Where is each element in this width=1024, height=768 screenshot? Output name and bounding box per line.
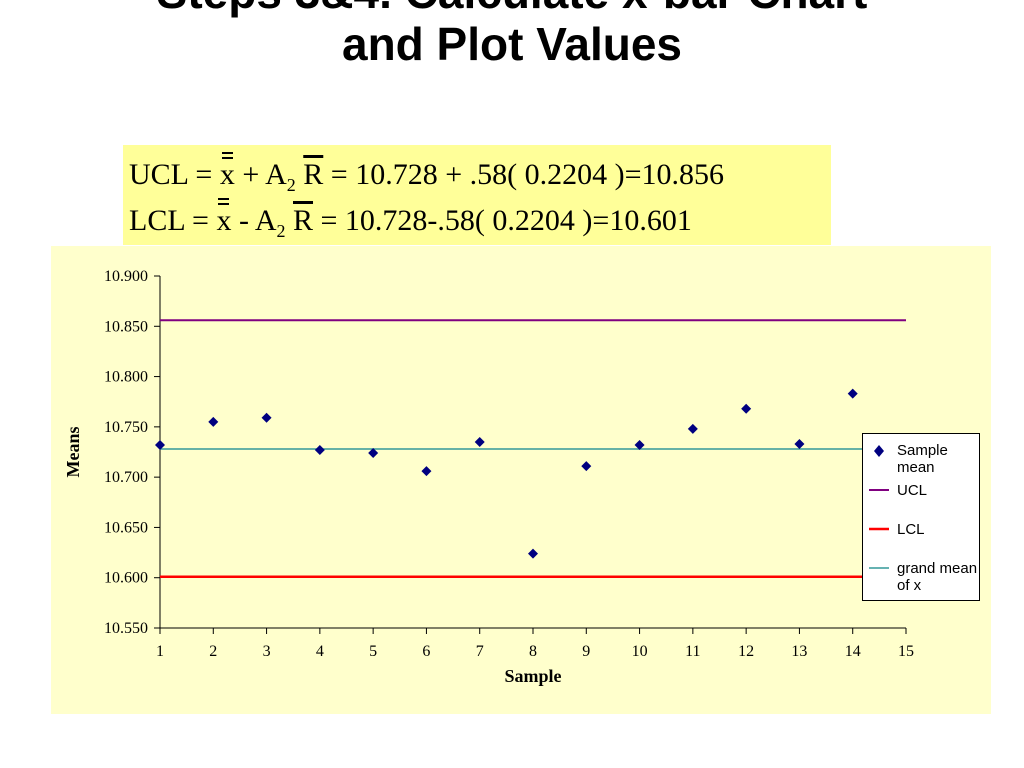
ucl-formula-rhs: = 10.728 + .58( 0.2204 )=10.856 bbox=[330, 158, 725, 191]
x-axis-title: Sample bbox=[504, 666, 561, 686]
control-limit-formulas: UCL = x + A2 R = 10.728 + .58( 0.2204 )=… bbox=[123, 145, 831, 245]
sample-mean-point bbox=[208, 416, 219, 427]
sample-mean-point bbox=[634, 439, 645, 450]
grand-mean-symbol: x bbox=[219, 152, 235, 191]
sample-mean-point bbox=[314, 444, 325, 455]
y-axis-title: Means bbox=[63, 427, 83, 478]
x-tick-label: 4 bbox=[316, 643, 324, 660]
y-tick-label: 10.900 bbox=[104, 268, 148, 285]
ucl-plus-sign: + bbox=[242, 158, 260, 191]
ucl-formula: UCL = x + A2 R = 10.728 + .58( 0.2204 )=… bbox=[129, 152, 725, 201]
lcl-formula-rhs: = 10.728-.58( 0.2204 )=10.601 bbox=[320, 204, 692, 237]
y-tick-label: 10.850 bbox=[104, 318, 148, 335]
slide-title: Steps 3&4. Calculate x-bar Chart and Plo… bbox=[0, 0, 1024, 70]
x-tick-label: 8 bbox=[529, 643, 537, 660]
a2-letter: A bbox=[254, 204, 277, 237]
sample-mean-point bbox=[581, 461, 592, 472]
sample-mean-point bbox=[794, 438, 805, 449]
title-line-1: Steps 3&4. Calculate x-bar Chart bbox=[0, 0, 1024, 18]
sample-mean-point bbox=[155, 439, 165, 450]
lcl-formula-lhs: LCL = bbox=[129, 204, 209, 237]
x-tick-label: 5 bbox=[369, 643, 377, 660]
sample-mean-point bbox=[474, 436, 485, 447]
a2-symbol: A2 bbox=[254, 204, 286, 242]
x-tick-label: 10 bbox=[632, 643, 648, 660]
sample-mean-point bbox=[421, 466, 432, 477]
ucl-line-swatch-icon bbox=[869, 489, 889, 491]
sample-mean-point bbox=[847, 388, 858, 399]
chart-plot-area: 10.550 10.600 10.650 10.700 10.750 10.800 10.8… bbox=[63, 268, 914, 686]
legend-label-lcl: LCL bbox=[897, 521, 925, 538]
x-tick-label: 15 bbox=[898, 643, 914, 660]
r-bar-symbol: R bbox=[303, 158, 324, 191]
xbar-chart: 10.550 10.600 10.650 10.700 10.750 10.800 10.8… bbox=[51, 246, 991, 714]
legend-label-grand-mean: grand mean of x bbox=[897, 560, 978, 594]
title-line-2: and Plot Values bbox=[342, 18, 682, 70]
y-tick-label: 10.750 bbox=[104, 419, 148, 436]
y-tick-label: 10.700 bbox=[104, 469, 148, 486]
legend-label-sample-mean: Sample mean bbox=[897, 442, 948, 476]
x-tick-label: 3 bbox=[263, 643, 271, 660]
y-tick-label: 10.650 bbox=[104, 519, 148, 536]
a2-symbol: A2 bbox=[265, 158, 296, 196]
y-tick-label: 10.800 bbox=[104, 369, 148, 386]
x-tick-label: 13 bbox=[791, 643, 807, 660]
sample-mean-point bbox=[368, 448, 379, 459]
chart-legend: Sample mean UCL LCL grand mean of x bbox=[862, 433, 980, 601]
y-tick-label: 10.600 bbox=[104, 570, 148, 587]
x-tick-label: 14 bbox=[845, 643, 861, 660]
diamond-marker-icon bbox=[874, 445, 884, 457]
lcl-formula: LCL = x - A2 R = 10.728-.58( 0.2204 )=10… bbox=[129, 198, 692, 247]
sample-mean-point bbox=[687, 423, 698, 434]
y-tick-label: 10.550 bbox=[104, 620, 148, 637]
lcl-line-swatch-icon bbox=[869, 527, 889, 531]
legend-label-ucl: UCL bbox=[897, 482, 928, 499]
x-tick-label: 9 bbox=[582, 643, 590, 660]
x-tick-label: 1 bbox=[156, 643, 164, 660]
a2-subscript: 2 bbox=[276, 221, 286, 241]
sample-mean-point bbox=[261, 412, 272, 423]
r-bar-symbol: R bbox=[293, 204, 314, 237]
a2-subscript: 2 bbox=[286, 175, 296, 195]
x-tick-label: 11 bbox=[685, 643, 700, 660]
x-tick-label: 12 bbox=[738, 643, 754, 660]
x-tick-label: 2 bbox=[209, 643, 217, 660]
x-tick-label: 6 bbox=[422, 643, 430, 660]
sample-mean-point bbox=[741, 403, 752, 414]
lcl-minus-sign: - bbox=[238, 204, 249, 237]
grand-mean-line-swatch-icon bbox=[869, 567, 889, 569]
x-tick-label: 7 bbox=[476, 643, 484, 660]
sample-mean-point bbox=[528, 548, 538, 559]
grand-mean-symbol: x bbox=[216, 198, 232, 237]
a2-letter: A bbox=[265, 158, 287, 191]
ucl-formula-lhs: UCL = bbox=[129, 158, 213, 191]
